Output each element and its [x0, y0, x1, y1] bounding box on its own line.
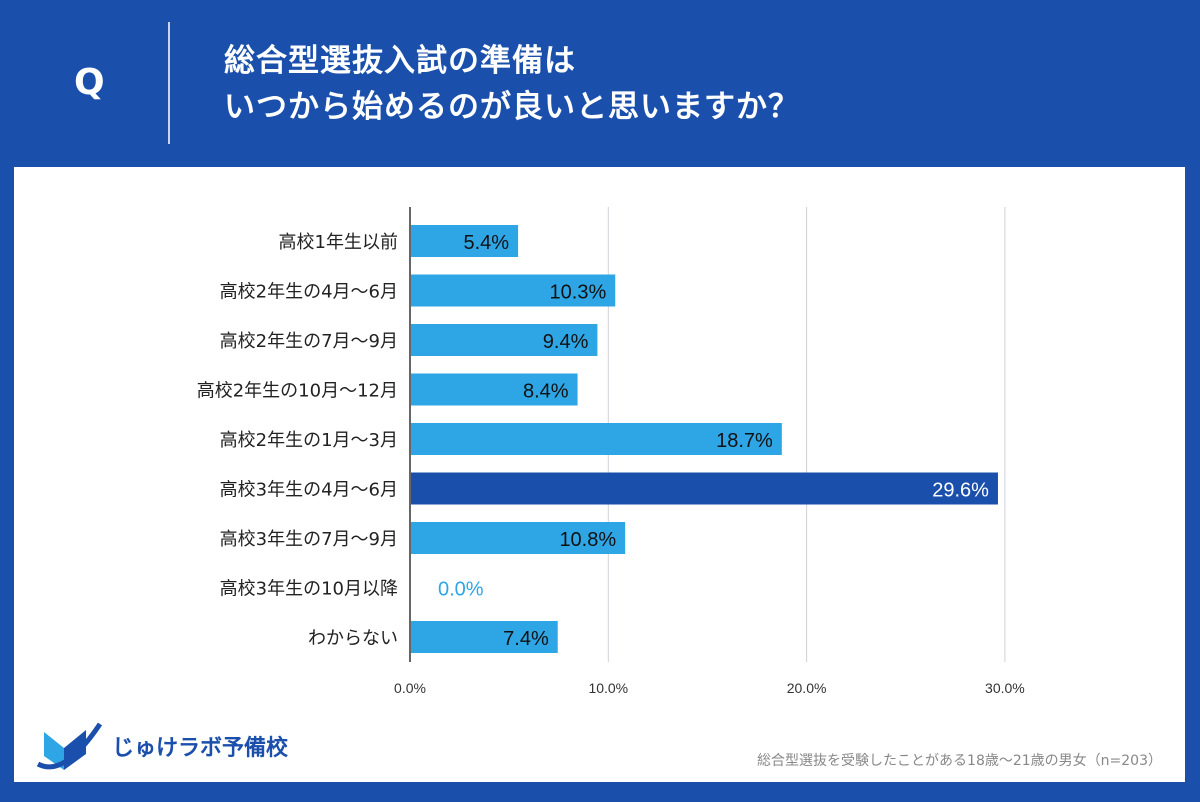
data-label: 29.6%: [932, 480, 989, 502]
data-label: 8.4%: [523, 381, 569, 403]
bar: [411, 324, 598, 356]
q-label: Q: [74, 62, 105, 103]
bar: [411, 472, 998, 505]
data-label: 18.7%: [716, 430, 773, 452]
category-label: 高校3年生の7月～9月: [220, 529, 398, 550]
x-tick-label: 30.0%: [985, 680, 1025, 696]
category-label: 高校3年生の4月～6月: [220, 480, 398, 501]
bar: [411, 621, 558, 653]
data-label: 10.8%: [559, 529, 616, 551]
data-label: 10.3%: [550, 282, 607, 304]
chart-title: 総合型選抜入試の準備は いつから始めるのが良いと思いますか？: [224, 38, 800, 130]
data-label: 0.0%: [438, 579, 484, 601]
logo: じゅけラボ予備校: [34, 718, 288, 774]
data-label: 9.4%: [543, 331, 589, 353]
bar: [411, 373, 578, 406]
category-label: わからない: [308, 628, 398, 649]
category-label: 高校1年生以前: [279, 232, 398, 253]
category-label: 高校2年生の7月～9月: [220, 331, 398, 352]
divider: [168, 22, 170, 144]
category-label: 高校2年生の10月～12月: [197, 381, 398, 402]
bar: [411, 423, 782, 455]
category-label: 高校2年生の1月～3月: [220, 430, 398, 451]
bar: [411, 225, 519, 257]
book-logo-icon: [36, 722, 103, 770]
x-tick-label: 0.0%: [394, 680, 426, 696]
logo-text: じゅけラボ予備校: [112, 736, 289, 761]
x-tick-label: 20.0%: [787, 680, 827, 696]
data-label: 7.4%: [503, 628, 549, 650]
data-label: 5.4%: [463, 232, 509, 254]
title-line-2: いつから始めるのが良いと思いますか？: [224, 89, 800, 125]
title-line-1: 総合型選抜入試の準備は: [224, 43, 576, 79]
bar: [411, 522, 626, 554]
survey-note: 総合型選抜を受験したことがある18歳～21歳の男女（n=203）: [757, 753, 1162, 769]
x-tick-label: 10.0%: [588, 680, 628, 696]
category-label: 高校2年生の4月～6月: [220, 282, 398, 303]
category-label: 高校3年生の10月以降: [220, 579, 398, 600]
bar: [411, 274, 616, 307]
